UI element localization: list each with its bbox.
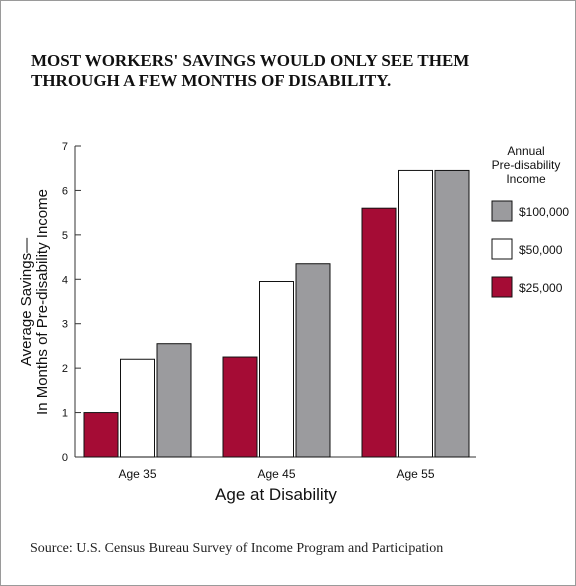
legend-swatch — [491, 238, 513, 260]
source-note: Source: U.S. Census Bureau Survey of Inc… — [30, 541, 444, 556]
y-tick-label: 4 — [62, 274, 68, 286]
y-tick-label: 7 — [62, 141, 68, 153]
y-tick-label: 1 — [62, 408, 68, 420]
y-axis-label-line-2: In Months of Pre-disability Income — [34, 189, 51, 415]
y-tick-label: 3 — [62, 319, 68, 331]
legend-label: $50,000 — [519, 243, 563, 257]
bars — [83, 169, 470, 458]
y-tick-label: 5 — [62, 230, 68, 242]
y-ticks: 0 1 2 3 4 5 6 7 — [62, 141, 81, 464]
y-tick-label: 0 — [62, 452, 68, 464]
bar-25000-age-35 — [83, 412, 119, 458]
legend-title-line-2: Pre-disability — [492, 158, 561, 172]
bar-50000-age-55 — [398, 169, 433, 458]
legend-title-line-1: Annual — [507, 144, 544, 158]
legend-label: $100,000 — [519, 205, 569, 219]
y-axis-label-line-1: Average Savings— — [18, 238, 35, 366]
x-tick-label: Age 55 — [396, 467, 434, 481]
bar-100000-age-35 — [156, 343, 192, 458]
bar-100000-age-55 — [434, 169, 470, 458]
legend-swatch — [491, 276, 513, 298]
legend: Annual Pre-disability Income $100,000 $50… — [491, 144, 569, 298]
legend-label: $25,000 — [519, 281, 563, 295]
chart-title-line-1: MOST WORKERS' SAVINGS WOULD ONLY SEE THE… — [31, 51, 470, 70]
bar-50000-age-35 — [120, 358, 155, 458]
x-tick-label: Age 35 — [118, 467, 156, 481]
x-tick-labels: Age 35 Age 45 Age 55 — [118, 467, 434, 481]
bar-100000-age-45 — [295, 263, 331, 458]
legend-title-line-3: Income — [506, 172, 546, 186]
bar-50000-age-45 — [259, 281, 294, 458]
bar-25000-age-55 — [361, 207, 397, 458]
x-tick-label: Age 45 — [257, 467, 295, 481]
chart-title: MOST WORKERS' SAVINGS WOULD ONLY SEE THE… — [31, 51, 561, 91]
legend-swatch — [491, 200, 513, 222]
y-tick-label: 6 — [62, 185, 68, 197]
x-axis-label: Age at Disability — [215, 485, 337, 504]
chart-title-line-2: THROUGH A FEW MONTHS OF DISABILITY. — [31, 71, 392, 90]
y-tick-label: 2 — [62, 363, 68, 375]
y-axis-label: Average Savings— In Months of Pre-disabi… — [18, 189, 51, 415]
bar-25000-age-45 — [222, 356, 258, 458]
